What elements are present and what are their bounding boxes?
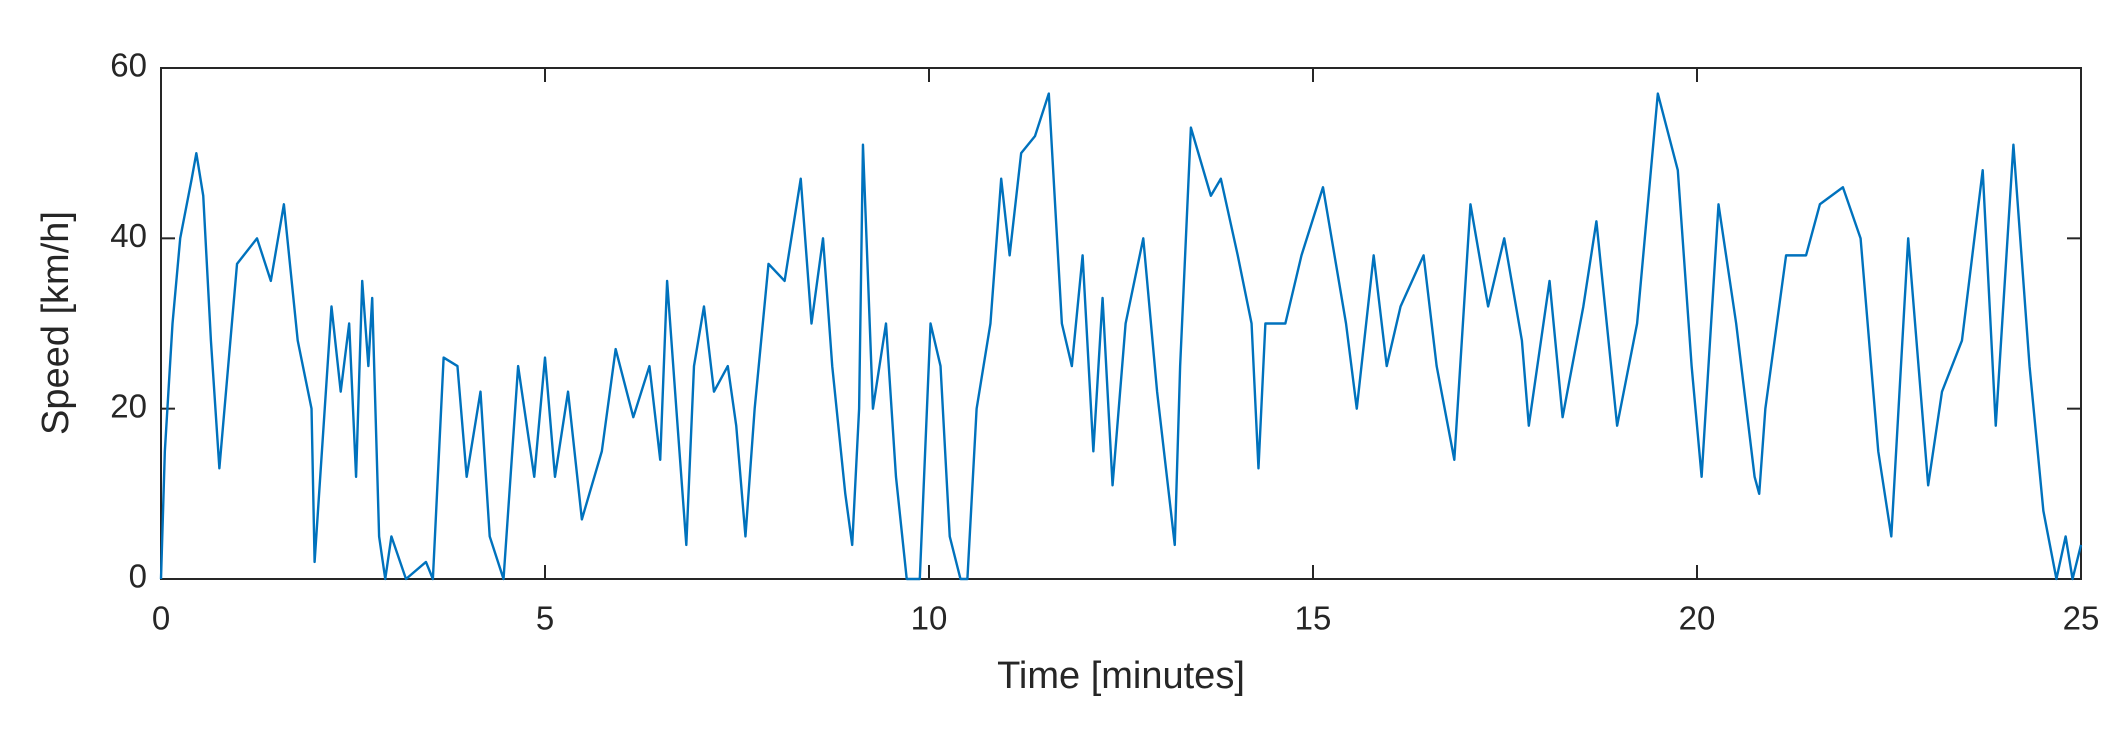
y-tick-label: 0 xyxy=(129,558,147,595)
y-axis-label: Speed [km/h] xyxy=(35,211,77,435)
x-tick-label: 25 xyxy=(2063,600,2100,637)
x-tick-label: 10 xyxy=(911,600,948,637)
y-tick-label: 40 xyxy=(110,217,147,254)
x-tick-label: 15 xyxy=(1295,600,1332,637)
data-line xyxy=(159,92,2083,581)
x-tick-label: 20 xyxy=(1679,600,1716,637)
y-tick-label: 60 xyxy=(110,47,147,84)
x-tick-label: 0 xyxy=(152,600,170,637)
x-axis-label: Time [minutes] xyxy=(997,655,1245,697)
y-tick-label: 20 xyxy=(110,387,147,424)
x-tick-label: 5 xyxy=(536,600,554,637)
plot-frame xyxy=(160,67,2082,580)
